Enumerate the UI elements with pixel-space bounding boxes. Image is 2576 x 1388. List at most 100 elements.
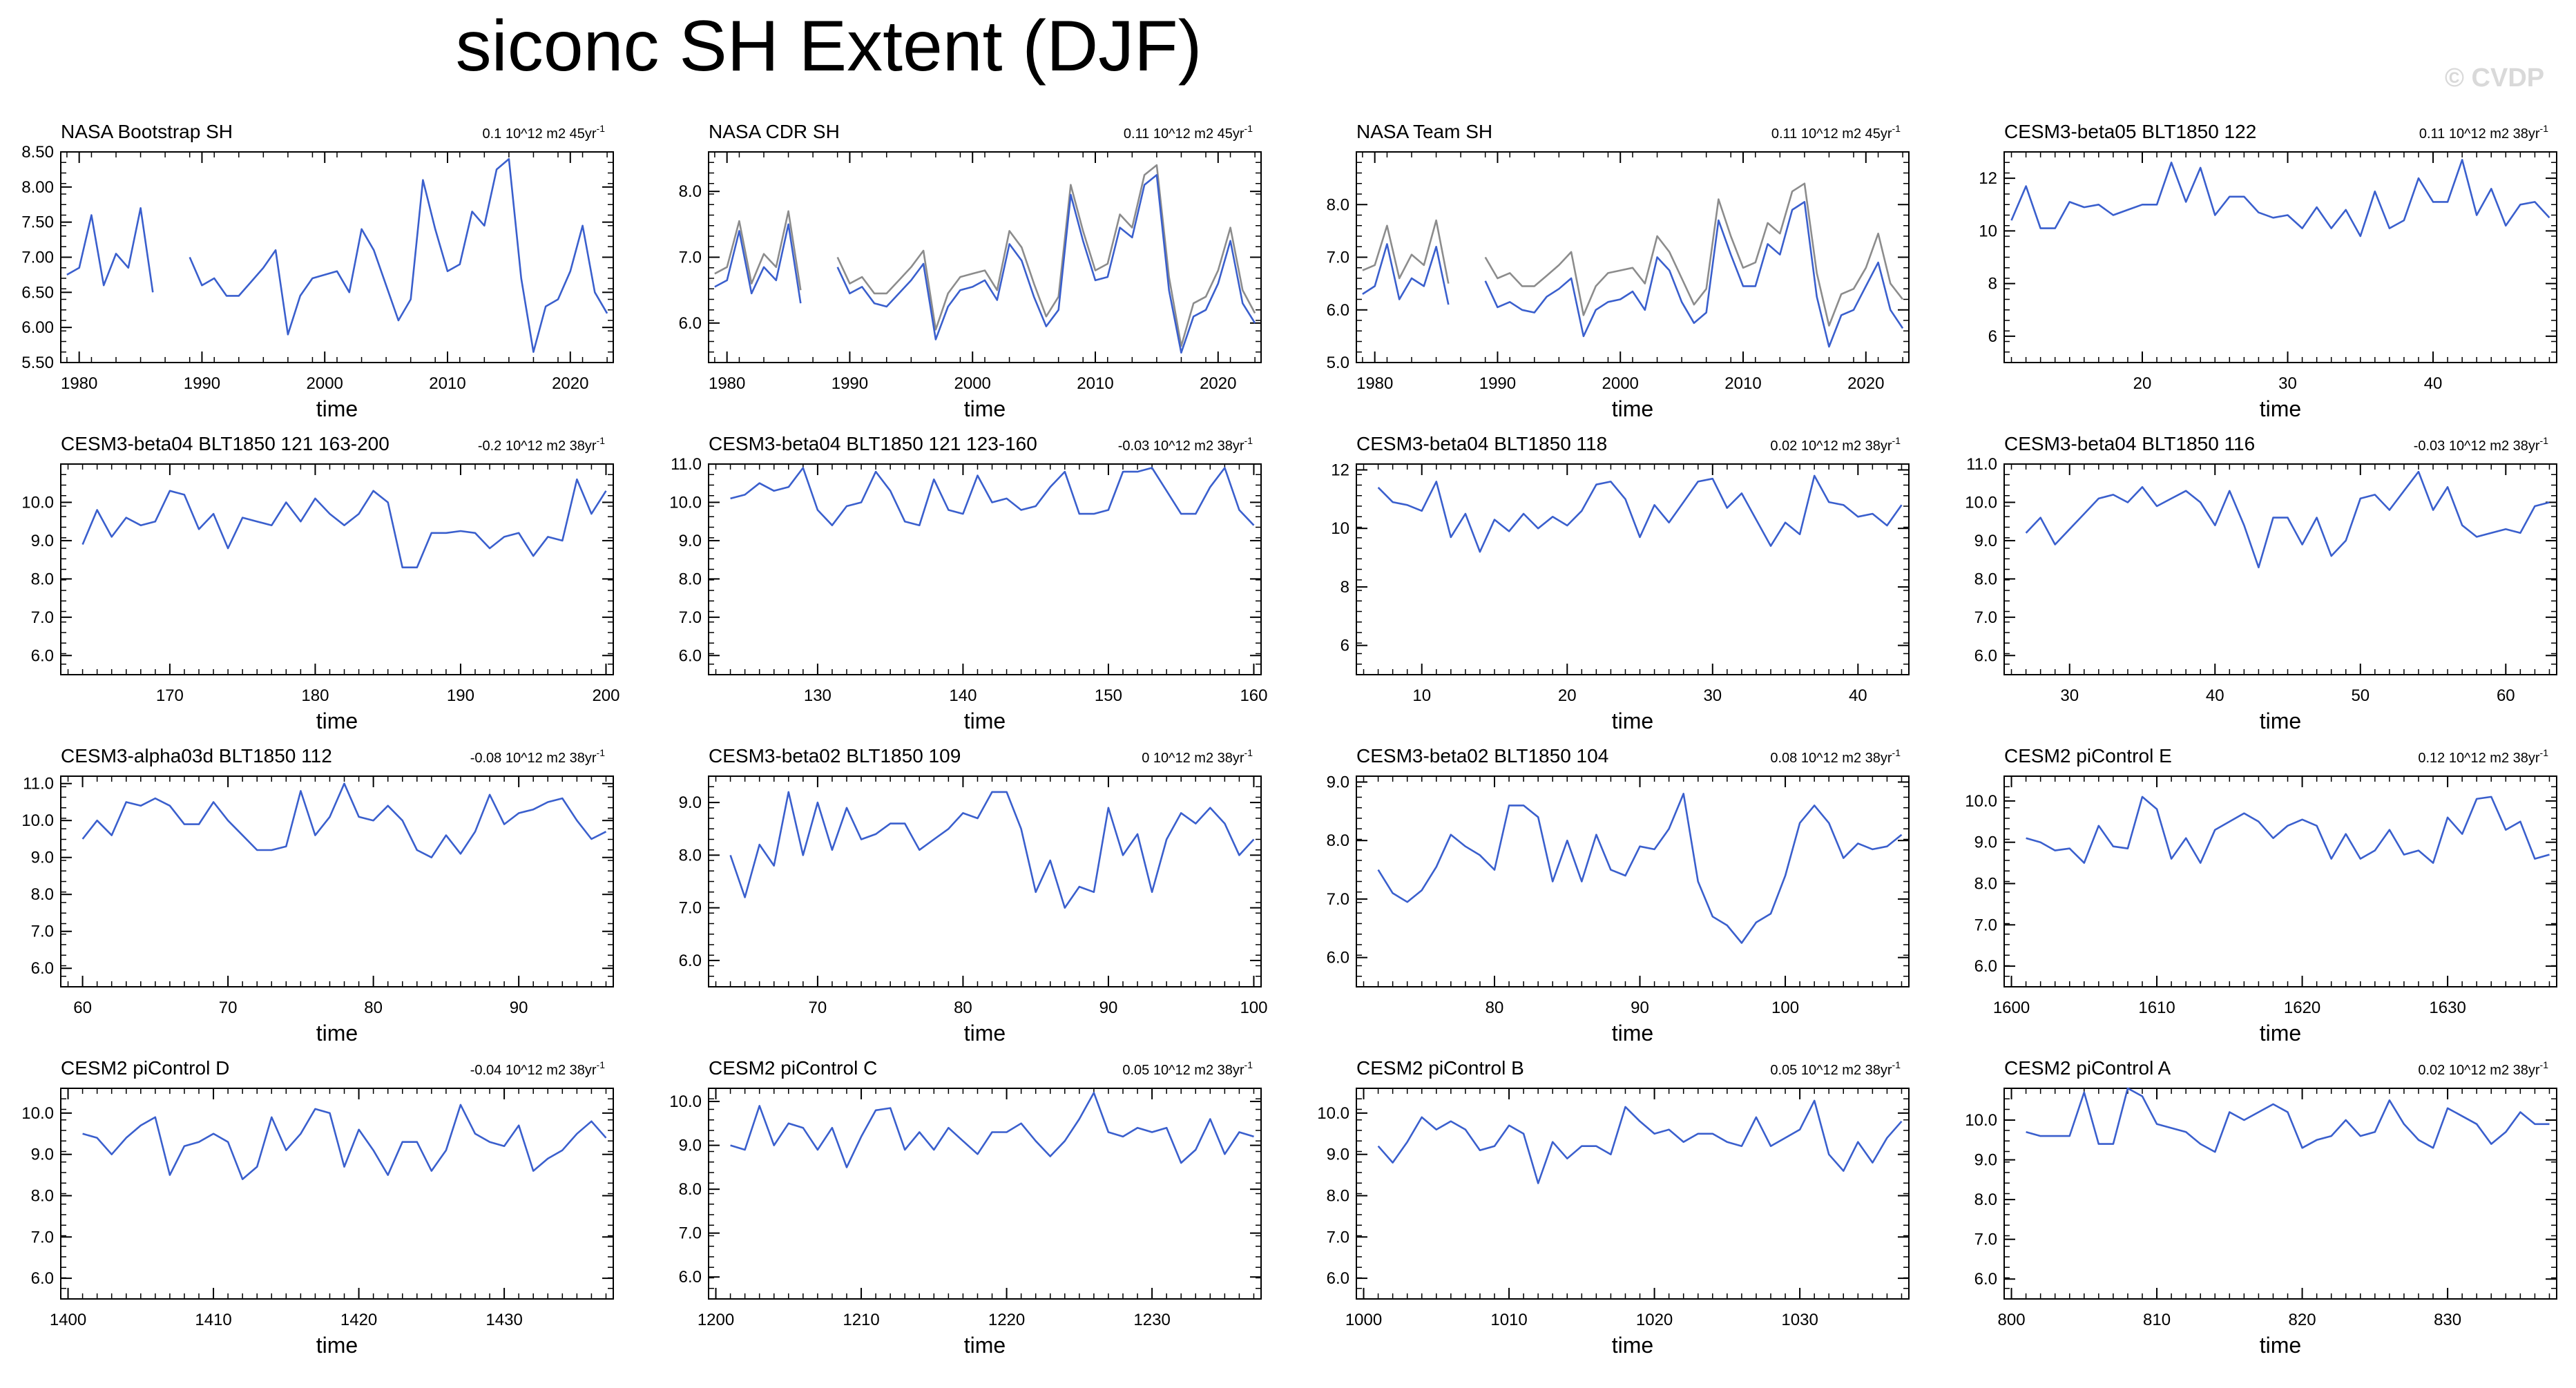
x-tick-label: 40 <box>2424 374 2443 393</box>
series-line-0 <box>1377 793 1903 944</box>
chart-panel-14: 1000 1010 1020 1030 6.0 7.0 8.0 9.0 10.0 CESM2 pi… <box>1317 1057 1910 1358</box>
trend-label: 0.05 10^12 m2 38yr-1 <box>1770 1059 1901 1078</box>
panel-title: NASA CDR SH <box>709 121 840 142</box>
series-line-0 <box>82 1103 607 1180</box>
x-tick-label: 2000 <box>954 374 991 393</box>
x-axis-label: time <box>2260 1021 2301 1045</box>
trend-label: -0.2 10^12 m2 38yr-1 <box>478 435 605 454</box>
x-tick-label: 50 <box>2351 686 2370 705</box>
plot-frame <box>2003 463 2557 675</box>
x-tick-label: 10 <box>1412 686 1431 705</box>
x-tick-label: 2000 <box>1602 374 1639 393</box>
panel-title: CESM2 piControl A <box>2004 1057 2171 1079</box>
trend-label: -0.03 10^12 m2 38yr-1 <box>2414 435 2548 454</box>
y-tick-label: 6.0 <box>31 959 54 978</box>
x-tick-label: 1990 <box>1479 374 1516 393</box>
series-line-1 <box>714 164 1256 347</box>
y-tick-label: 12 <box>1331 461 1349 479</box>
trend-label: -0.08 10^12 m2 38yr-1 <box>470 747 605 766</box>
y-tick-label: 8.0 <box>1974 1191 1997 1209</box>
x-tick-label: 20 <box>2133 374 2152 393</box>
y-tick-label: 6.0 <box>679 646 702 665</box>
y-tick-label: 5.50 <box>21 354 54 372</box>
y-tick-label: 6.0 <box>679 1268 702 1286</box>
y-tick-label: 7.0 <box>31 1228 54 1246</box>
y-tick-label: 7.0 <box>679 1224 702 1243</box>
y-tick-label: 8.0 <box>31 885 54 904</box>
y-tick-label: 7.00 <box>21 249 54 267</box>
y-tick-label: 8.0 <box>679 570 702 588</box>
x-tick-label: 1620 <box>2284 999 2320 1017</box>
y-tick-label: 10.0 <box>1965 493 1997 512</box>
x-tick-label: 1600 <box>1993 999 2030 1017</box>
x-tick-label: 810 <box>2143 1311 2171 1329</box>
y-tick-label: 7.0 <box>679 899 702 918</box>
y-tick-label: 10.0 <box>669 493 702 512</box>
y-tick-label: 7.0 <box>679 608 702 627</box>
x-tick-label: 1220 <box>988 1311 1025 1329</box>
x-axis-label: time <box>2260 1333 2301 1358</box>
x-tick-label: 40 <box>1849 686 1867 705</box>
y-tick-label: 8.0 <box>1327 195 1349 214</box>
y-tick-label: 8.0 <box>1974 874 1997 893</box>
y-tick-label: 9.0 <box>1974 1151 1997 1170</box>
x-tick-label: 150 <box>1095 686 1122 705</box>
trend-label: 0.02 10^12 m2 38yr-1 <box>2418 1059 2548 1078</box>
series-line-0 <box>1362 201 1904 348</box>
x-tick-label: 80 <box>954 999 972 1017</box>
panel-title: CESM2 piControl B <box>1356 1057 1524 1079</box>
x-tick-label: 1030 <box>1781 1311 1818 1329</box>
panel-title: CESM2 piControl D <box>61 1057 229 1079</box>
y-tick-label: 8 <box>1988 275 1997 293</box>
plot-frame <box>2003 1088 2557 1300</box>
x-tick-label: 80 <box>364 999 383 1017</box>
x-tick-label: 1420 <box>340 1311 377 1329</box>
x-tick-label: 1000 <box>1345 1311 1382 1329</box>
x-tick-label: 2010 <box>1724 374 1761 393</box>
y-tick-label: 9.0 <box>31 1146 54 1164</box>
x-tick-label: 1990 <box>184 374 220 393</box>
y-tick-label: 8.0 <box>1327 1186 1349 1205</box>
y-tick-label: 10 <box>1331 519 1349 538</box>
y-tick-label: 10.0 <box>669 1092 702 1111</box>
series-line-0 <box>2025 470 2550 568</box>
chart-panel-13: 1200 1210 1220 1230 6.0 7.0 8.0 9.0 10.0 CESM2 pi… <box>669 1057 1262 1358</box>
x-axis-label: time <box>964 396 1006 421</box>
x-tick-label: 60 <box>73 999 92 1017</box>
trend-label: 0.1 10^12 m2 45yr-1 <box>483 123 606 142</box>
y-tick-label: 7.0 <box>1327 1228 1349 1246</box>
chart-panel-8: 60 70 80 90 6.0 7.0 8.0 9.0 10.0 11.0 CESM3-alpha0… <box>21 745 614 1045</box>
x-tick-label: 820 <box>2289 1311 2316 1329</box>
y-tick-label: 6.0 <box>679 952 702 970</box>
panel-title: CESM2 piControl C <box>709 1057 877 1079</box>
y-tick-label: 8.0 <box>679 182 702 201</box>
trend-label: -0.03 10^12 m2 38yr-1 <box>1118 435 1253 454</box>
y-tick-label: 11.0 <box>1966 455 1997 474</box>
x-tick-label: 90 <box>510 999 528 1017</box>
trend-label: 0.11 10^12 m2 45yr-1 <box>1771 123 1901 142</box>
series-line-0 <box>1377 474 1903 553</box>
x-axis-label: time <box>2260 396 2301 421</box>
panel-title: NASA Team SH <box>1356 121 1492 142</box>
y-tick-label: 6.0 <box>1327 301 1349 320</box>
x-axis-label: time <box>1612 709 1653 733</box>
x-tick-label: 180 <box>301 686 329 705</box>
y-tick-label: 10 <box>1979 222 1997 240</box>
x-tick-label: 1610 <box>2138 999 2175 1017</box>
y-tick-label: 6 <box>1340 637 1349 655</box>
y-tick-label: 8.0 <box>1327 831 1349 850</box>
chart-panel-7: 30 40 50 60 6.0 7.0 8.0 9.0 10.0 11.0 CESM3-beta04… <box>1965 433 2557 733</box>
x-axis-label: time <box>316 1021 358 1045</box>
y-tick-label: 9.0 <box>679 532 702 550</box>
series-line-0 <box>2026 796 2550 864</box>
chart-panel-15: 800 810 820 830 6.0 7.0 8.0 9.0 10.0 CESM2 piCont… <box>1965 1057 2557 1358</box>
y-tick-label: 6.0 <box>1974 646 1997 665</box>
x-tick-label: 60 <box>2497 686 2515 705</box>
y-tick-label: 7.0 <box>1974 916 1997 934</box>
y-tick-label: 6.50 <box>21 283 54 302</box>
plot-frame <box>60 775 614 987</box>
x-tick-label: 160 <box>1240 686 1267 705</box>
y-tick-label: 7.0 <box>1974 608 1997 627</box>
x-tick-label: 1980 <box>1356 374 1393 393</box>
chart-panel-10: 80 90 100 6.0 7.0 8.0 9.0 CESM3-beta02 BLT1850 … <box>1327 745 1910 1045</box>
